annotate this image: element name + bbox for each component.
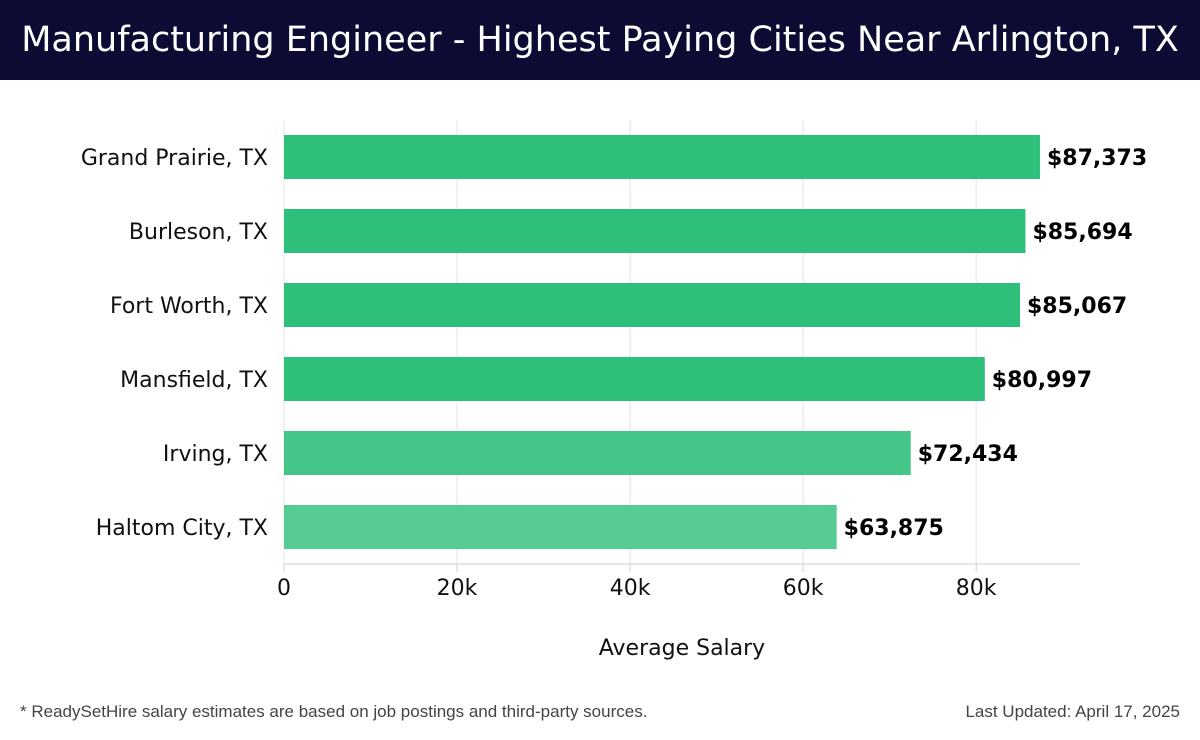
- bar-value-label: $85,694: [1032, 220, 1132, 245]
- footer-disclaimer: * ReadySetHire salary estimates are base…: [20, 702, 648, 721]
- y-category-label: Haltom City, TX: [96, 516, 268, 541]
- chart-title: Manufacturing Engineer - Highest Paying …: [21, 20, 1179, 60]
- bar-value-label: $85,067: [1027, 294, 1127, 319]
- bar: [284, 209, 1026, 253]
- y-category-label: Grand Prairie, TX: [81, 146, 268, 171]
- bar-value-label: $80,997: [992, 368, 1092, 393]
- y-category-label: Irving, TX: [163, 442, 268, 467]
- bar: [284, 357, 985, 401]
- x-tick-label: 0: [277, 576, 291, 601]
- bar: [284, 431, 911, 475]
- bar-value-label: $72,434: [918, 442, 1018, 467]
- salary-bar-chart: 0 20k 40k 60k 80k Grand Prairie, TX $87,373 Bur…: [81, 120, 1147, 661]
- y-category-label: Burleson, TX: [129, 220, 268, 245]
- bar: [284, 135, 1040, 179]
- bar: [284, 283, 1021, 327]
- bar-value-label: $63,875: [844, 516, 944, 541]
- x-tick-label: 80k: [956, 576, 997, 601]
- x-tick-label: 40k: [610, 576, 651, 601]
- bar: [284, 505, 837, 549]
- x-tick-label: 20k: [437, 576, 478, 601]
- x-tick-label: 60k: [783, 576, 824, 601]
- y-category-label: Mansfield, TX: [120, 368, 268, 393]
- footer-last-updated: Last Updated: April 17, 2025: [965, 702, 1180, 721]
- bar-value-label: $87,373: [1047, 146, 1147, 171]
- x-axis-title: Average Salary: [599, 636, 765, 661]
- y-category-label: Fort Worth, TX: [110, 294, 268, 319]
- chart-header: Manufacturing Engineer - Highest Paying …: [0, 0, 1200, 80]
